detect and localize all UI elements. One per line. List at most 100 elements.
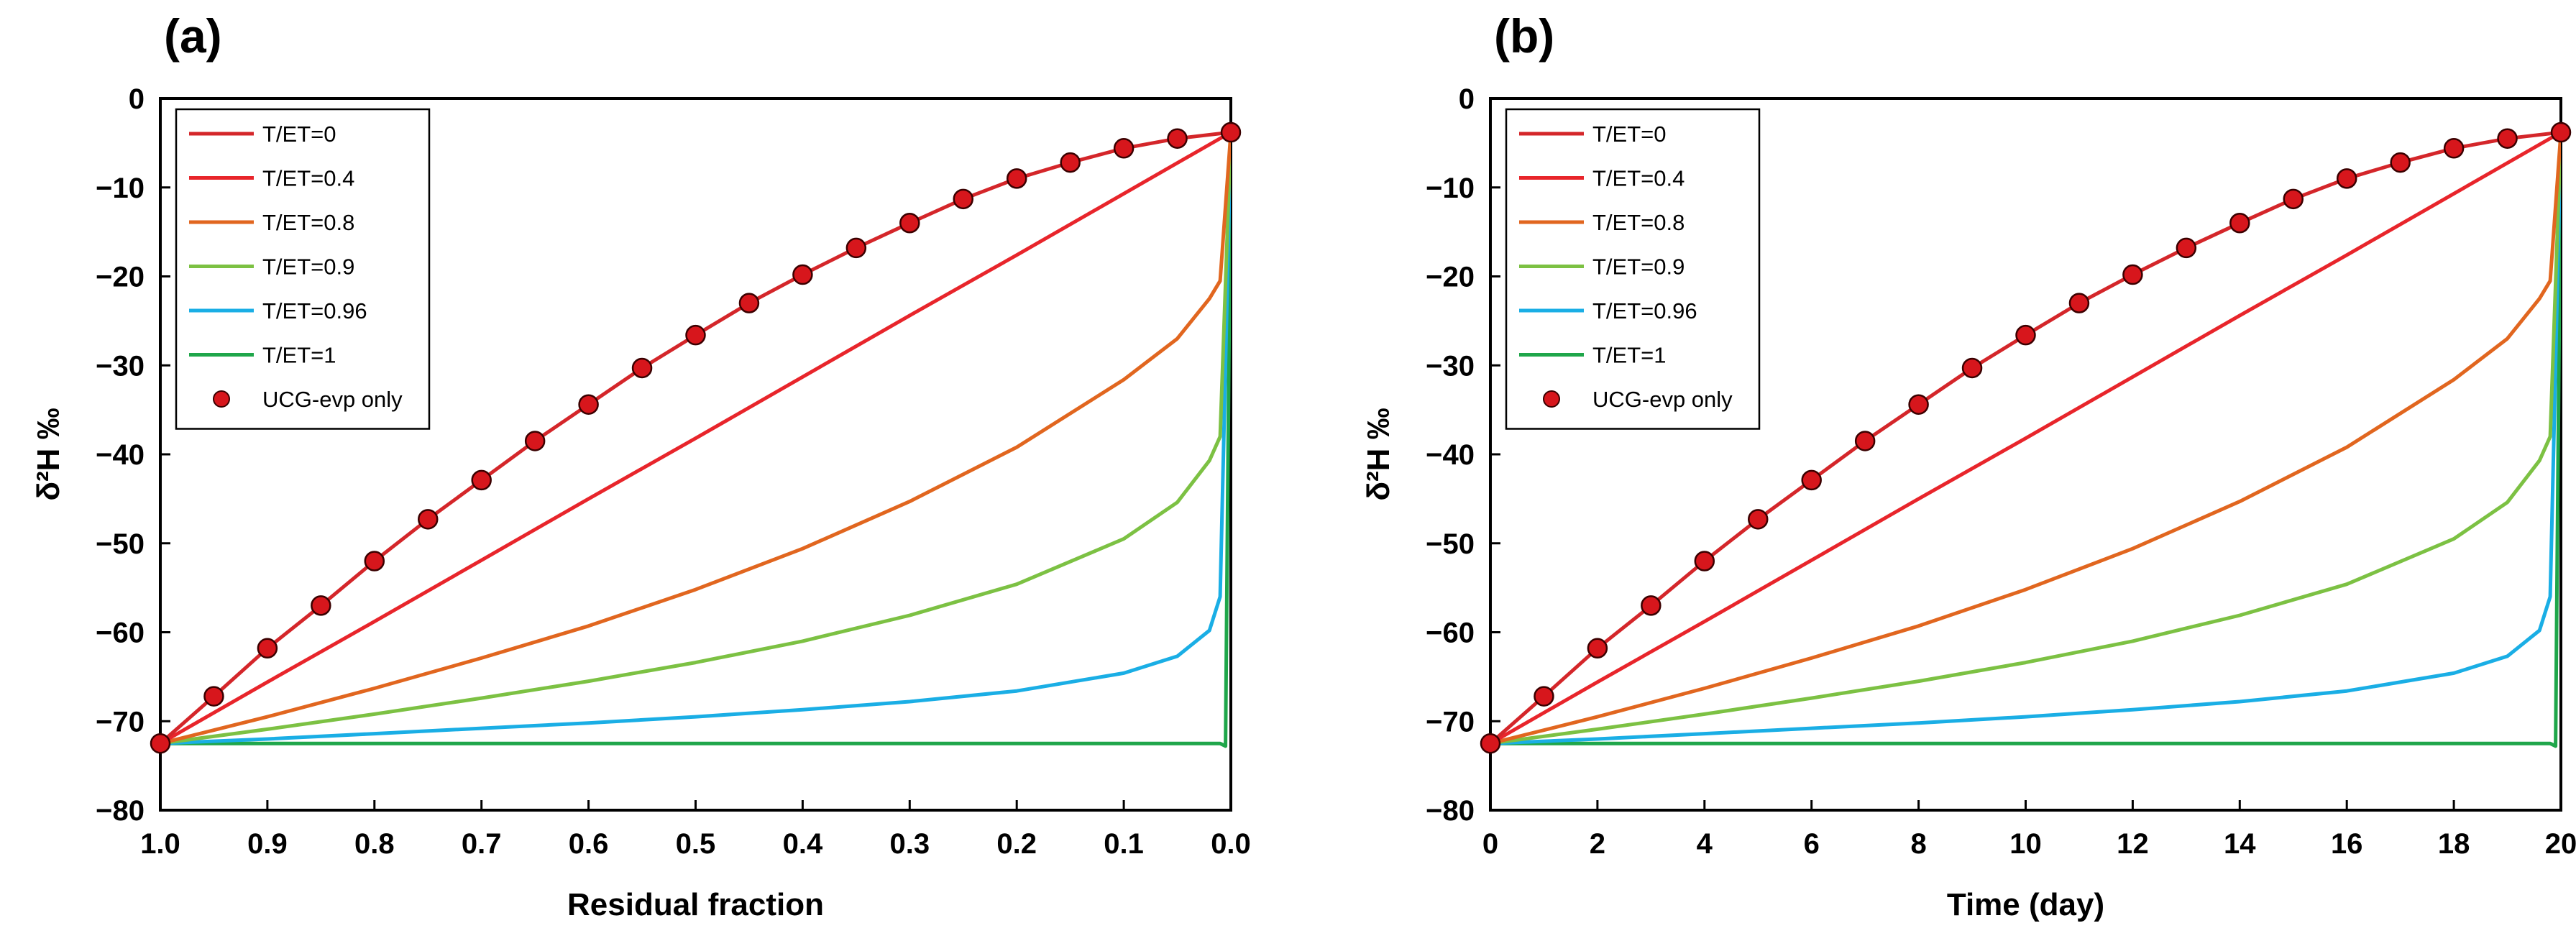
x-tick-label: 0.7 bbox=[462, 828, 502, 860]
y-tick-label: −40 bbox=[96, 439, 145, 471]
data-point bbox=[1113, 138, 1135, 159]
data-point bbox=[685, 324, 706, 346]
y-tick-label: −50 bbox=[1426, 528, 1475, 560]
legend-box bbox=[1505, 108, 1761, 430]
x-tick-label: 0 bbox=[1482, 828, 1498, 860]
series-line-t-et-0-9 bbox=[1490, 132, 2561, 745]
x-tick-label: 0.1 bbox=[1104, 828, 1144, 860]
data-point bbox=[1534, 686, 1554, 707]
x-tick-label: 10 bbox=[2009, 828, 2042, 860]
series-line-t-et-0-8 bbox=[160, 132, 1231, 745]
data-point bbox=[1641, 595, 1661, 616]
data-point bbox=[150, 733, 171, 754]
x-axis-title: Time (day) bbox=[1947, 887, 2104, 922]
data-point bbox=[631, 357, 653, 379]
x-tick-label: 4 bbox=[1697, 828, 1713, 860]
series-line-t-et-0-4 bbox=[160, 130, 1231, 745]
legend-label: T/ET=0.4 bbox=[1592, 166, 1685, 191]
data-point bbox=[1694, 551, 1715, 572]
y-tick-label: −10 bbox=[1426, 173, 1475, 204]
x-tick-label: 0.8 bbox=[354, 828, 395, 860]
x-tick-label: 8 bbox=[1910, 828, 1926, 860]
chart-b: 0−10−20−30−40−50−60−70−800 2 4 6 8 10 12 14 16 18… bbox=[1361, 83, 2576, 922]
data-point bbox=[2336, 168, 2357, 189]
legend-label: UCG-evp only bbox=[262, 387, 403, 412]
data-point bbox=[2176, 237, 2197, 259]
legend-label: T/ET=0.4 bbox=[262, 166, 354, 191]
y-tick-label: −20 bbox=[1426, 262, 1475, 293]
legend-label: T/ET=0.8 bbox=[1592, 210, 1685, 235]
legend-label: T/ET=1 bbox=[1592, 343, 1667, 368]
y-axis-title: δ²H ‰ bbox=[31, 408, 66, 500]
x-axis-title: Residual fraction bbox=[567, 887, 824, 922]
x-tick-label: 0.9 bbox=[247, 828, 288, 860]
panel-b: (b) 0 −10 −20 −30 −40 −50 −60 −70 −80 0 2 4 6 8 10 12 14… bbox=[1330, 0, 2576, 941]
y-tick-label: −10 bbox=[96, 173, 145, 204]
data-point bbox=[1908, 394, 1929, 415]
data-point bbox=[578, 394, 599, 415]
data-point bbox=[845, 237, 867, 259]
legend-marker bbox=[1543, 390, 1560, 408]
legend-marker bbox=[213, 390, 230, 408]
data-point bbox=[2390, 152, 2411, 173]
data-point bbox=[2443, 138, 2465, 159]
x-tick-label: 0.4 bbox=[783, 828, 823, 860]
series-line-t-et-0-8 bbox=[1490, 132, 2561, 745]
data-point bbox=[2229, 213, 2250, 234]
data-point bbox=[953, 188, 973, 210]
x-tick-label: 0.2 bbox=[996, 828, 1037, 860]
data-point bbox=[792, 264, 813, 285]
y-tick-label: −60 bbox=[96, 618, 145, 649]
y-tick-label: −80 bbox=[1426, 795, 1475, 827]
data-point bbox=[1587, 638, 1608, 659]
legend-label: UCG-evp only bbox=[1592, 387, 1733, 412]
data-point bbox=[2497, 128, 2518, 149]
x-tick-label: 12 bbox=[2117, 828, 2149, 860]
data-point bbox=[899, 213, 920, 234]
data-point bbox=[1748, 509, 1769, 530]
y-tick-label: 0 bbox=[1459, 83, 1475, 115]
data-point bbox=[738, 293, 760, 313]
x-tick-label: 16 bbox=[2331, 828, 2363, 860]
series-group bbox=[160, 130, 1231, 748]
x-tick-label: 1.0 bbox=[140, 828, 180, 860]
data-point bbox=[257, 638, 278, 659]
data-point bbox=[1060, 152, 1081, 173]
panel-label: (b) bbox=[1494, 9, 1555, 63]
data-point bbox=[1480, 733, 1501, 754]
series-group bbox=[1490, 130, 2561, 748]
legend-label: T/ET=0 bbox=[1592, 121, 1667, 147]
legend-label: T/ET=0.96 bbox=[262, 298, 367, 323]
y-tick-label: −60 bbox=[1426, 618, 1475, 649]
data-point bbox=[2122, 264, 2143, 285]
x-tick-label: 6 bbox=[1804, 828, 1820, 860]
x-tick-label: 2 bbox=[1590, 828, 1605, 860]
x-tick-label: 14 bbox=[2224, 828, 2256, 860]
data-point bbox=[1220, 121, 1242, 143]
series-line-t-et-0-9 bbox=[160, 132, 1231, 745]
data-point bbox=[1167, 128, 1188, 149]
data-point bbox=[2283, 188, 2304, 210]
x-tick-label: 0.0 bbox=[1211, 828, 1251, 860]
data-point bbox=[471, 469, 492, 491]
series-line-t-et-1 bbox=[1490, 132, 2561, 748]
data-point bbox=[1006, 168, 1027, 189]
y-tick-label: −40 bbox=[1426, 439, 1475, 471]
x-tick-label: 0.6 bbox=[569, 828, 609, 860]
series-line-t-et-0-96 bbox=[160, 132, 1231, 745]
y-tick-label: −20 bbox=[96, 262, 145, 293]
legend-label: T/ET=0.9 bbox=[262, 254, 354, 280]
data-point bbox=[2068, 293, 2090, 313]
series-line-t-et-0-96 bbox=[1490, 132, 2561, 745]
panel-label: (a) bbox=[164, 9, 222, 63]
y-tick-label: −50 bbox=[96, 528, 145, 560]
legend: T/ET=0 T/ET=0.4 T/ET=0.8 T/ET=0.9 T/ET=0.96 T… bbox=[1505, 108, 1761, 430]
legend-label: T/ET=0.9 bbox=[1592, 254, 1685, 280]
y-tick-label: −70 bbox=[1426, 706, 1475, 738]
x-tick-label: 0.5 bbox=[676, 828, 716, 860]
data-point bbox=[524, 431, 546, 451]
y-tick-label: 0 bbox=[129, 83, 145, 115]
y-tick-label: −80 bbox=[96, 795, 145, 827]
data-point bbox=[1801, 469, 1822, 491]
